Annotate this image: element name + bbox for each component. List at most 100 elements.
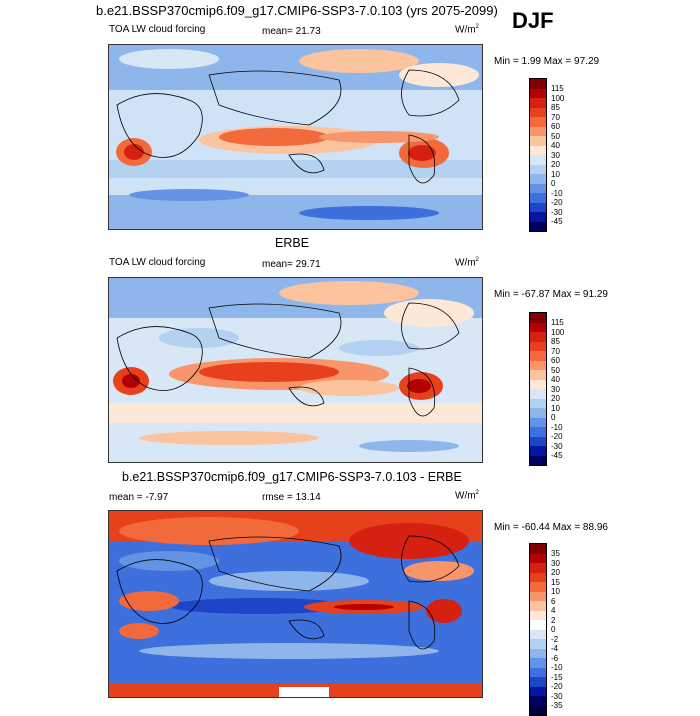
panel2-units: W/m2 xyxy=(455,257,479,269)
colorbar-tick-label: 40 xyxy=(551,141,560,150)
colorbar-tick-label: -20 xyxy=(551,682,563,691)
colorbar-tick-label: 70 xyxy=(551,112,560,122)
colorbar-tick-label: 50 xyxy=(551,131,560,141)
panel2-mean: mean= 29.71 xyxy=(262,259,321,270)
colorbar-tick-label: 20 xyxy=(551,394,560,403)
colorbar-swatch xyxy=(530,427,546,437)
colorbar-tick-label: -10 xyxy=(551,188,563,198)
colorbar-swatch xyxy=(530,572,546,582)
colorbar-tick-label: 40 xyxy=(551,375,560,384)
colorbar-tick-label: 85 xyxy=(551,337,560,346)
colorbar-tick-label: -10 xyxy=(551,663,563,672)
colorbar-swatch xyxy=(530,322,546,332)
panel3-minmax: Min = -60.44 Max = 88.96 xyxy=(494,522,608,533)
colorbar-tick-label: -45 xyxy=(551,451,563,460)
colorbar-swatch xyxy=(530,341,546,351)
colorbar-tick-label: 100 xyxy=(551,93,565,103)
colorbar-swatch xyxy=(530,629,546,639)
colorbar-tick-label: 10 xyxy=(551,403,560,413)
colorbar-swatch xyxy=(530,446,546,456)
map-diff xyxy=(108,510,483,698)
colorbar-swatch xyxy=(530,313,546,323)
colorbar-swatch xyxy=(530,126,546,136)
colorbar-swatch xyxy=(530,155,546,165)
panel1-units: W/m2 xyxy=(455,24,479,36)
colorbar-swatch xyxy=(530,360,546,370)
colorbar-swatch xyxy=(530,174,546,184)
colorbar-tick-label: 20 xyxy=(551,160,560,169)
colorbar-tick-label: -20 xyxy=(551,432,563,441)
colorbar-tick-label: -30 xyxy=(551,691,563,701)
colorbar-swatch xyxy=(530,221,546,231)
colorbar-tick-label: 60 xyxy=(551,122,560,131)
colorbar-tick-label: -30 xyxy=(551,441,563,451)
figure-title: b.e21.BSSP370cmip6.f09_g17.CMIP6-SSP3-7.… xyxy=(96,3,498,18)
colorbar-tick-label: -45 xyxy=(551,217,563,226)
colorbar-swatch xyxy=(530,667,546,677)
colorbar-tick-label: 30 xyxy=(551,384,560,394)
colorbar-tick-label: -35 xyxy=(551,701,563,710)
colorbar-tick-label: 10 xyxy=(551,587,560,596)
colorbar-tick-label: 115 xyxy=(551,84,564,93)
colorbar-swatch xyxy=(530,389,546,399)
colorbar-tick-label: 70 xyxy=(551,346,560,356)
colorbar-swatch xyxy=(530,107,546,117)
colorbar-tick-label: 85 xyxy=(551,103,560,112)
panel2-minmax: Min = -67.87 Max = 91.29 xyxy=(494,289,608,300)
colorbar-swatch xyxy=(530,705,546,715)
colorbar-swatch xyxy=(530,212,546,222)
colorbar-swatch xyxy=(530,601,546,611)
colorbar-swatch xyxy=(530,686,546,696)
colorbar-diff-labels: 35 30 20 15 10 6 4 2 0 -2 -4 -6 -10 -15 -20 -30 -35 xyxy=(551,549,563,711)
colorbar-tick-label: -2 xyxy=(551,634,559,644)
map-model xyxy=(108,44,483,230)
colorbar-swatch xyxy=(530,351,546,361)
colorbar-swatch xyxy=(530,591,546,601)
colorbar-tick-label: -10 xyxy=(551,422,563,432)
colorbar-tick-label: -15 xyxy=(551,672,563,682)
colorbar-swatch xyxy=(530,417,546,427)
colorbar-swatch xyxy=(530,193,546,203)
colorbar-swatch xyxy=(530,658,546,668)
colorbar-swatch xyxy=(530,582,546,592)
colorbar-tick-label: 15 xyxy=(551,577,560,587)
colorbar-tick-label: -20 xyxy=(551,198,563,207)
colorbar-swatch xyxy=(530,79,546,89)
colorbar-swatch xyxy=(530,202,546,212)
panel1-minmax: Min = 1.99 Max = 97.29 xyxy=(494,56,600,67)
colorbar-swatch xyxy=(530,639,546,649)
colorbar-swatch xyxy=(530,136,546,146)
colorbar-tick-label: 100 xyxy=(551,327,565,337)
colorbar-tick-label: 30 xyxy=(551,150,560,160)
colorbar-swatch xyxy=(530,610,546,620)
colorbar-swatch xyxy=(530,370,546,380)
colorbar-swatch xyxy=(530,164,546,174)
colorbar-swatch xyxy=(530,145,546,155)
colorbar-tick-label: 30 xyxy=(551,558,560,568)
colorbar-tick-label: 115 xyxy=(551,318,564,327)
colorbar-swatch xyxy=(530,544,546,554)
panel2-variable: TOA LW cloud forcing xyxy=(109,257,206,268)
colorbar-tick-label: 0 xyxy=(551,625,556,634)
colorbar-swatch xyxy=(530,696,546,706)
colorbar-obs xyxy=(529,312,547,466)
colorbar-swatch xyxy=(530,553,546,563)
colorbar-tick-label: 50 xyxy=(551,365,560,375)
colorbar-diff xyxy=(529,543,547,716)
panel3-units: W/m2 xyxy=(455,490,479,502)
panel1-mean: mean= 21.73 xyxy=(262,26,321,37)
colorbar-swatch xyxy=(530,563,546,573)
colorbar-swatch xyxy=(530,98,546,108)
colorbar-swatch xyxy=(530,183,546,193)
colorbar-tick-label: 0 xyxy=(551,413,556,422)
colorbar-swatch xyxy=(530,408,546,418)
colorbar-swatch xyxy=(530,677,546,687)
colorbar-obs-labels: 115 100 85 70 60 50 40 30 20 10 0 -10 -20 -30 -45 xyxy=(551,318,564,461)
colorbar-swatch xyxy=(530,88,546,98)
colorbar-swatch xyxy=(530,379,546,389)
colorbar-model xyxy=(529,78,547,232)
colorbar-tick-label: 20 xyxy=(551,568,560,577)
colorbar-swatch xyxy=(530,117,546,127)
colorbar-swatch xyxy=(530,620,546,630)
colorbar-tick-label: 2 xyxy=(551,615,556,625)
